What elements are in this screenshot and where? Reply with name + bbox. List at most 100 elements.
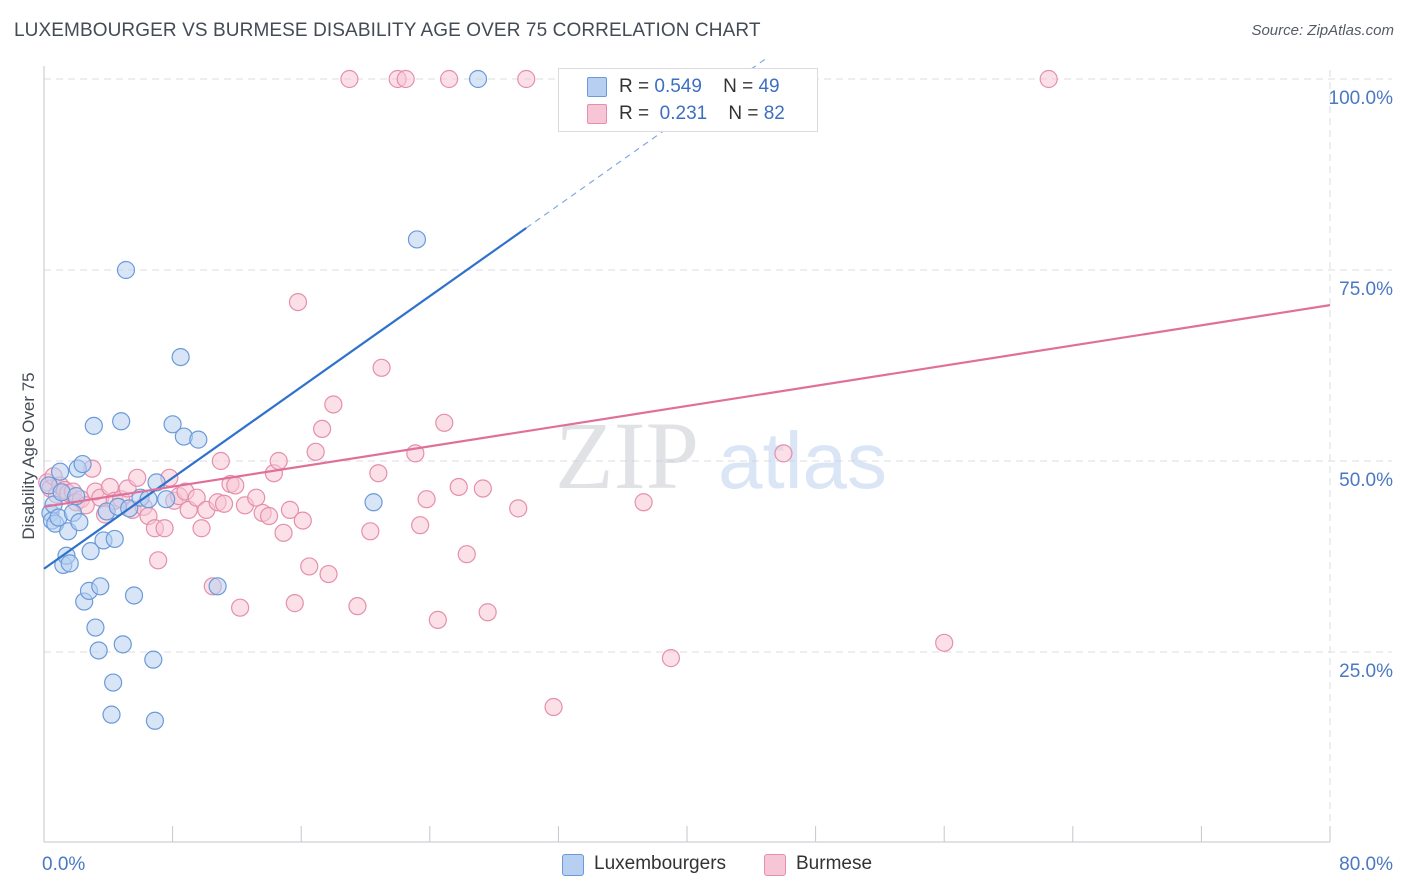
y-tick-label: 100.0% <box>1329 88 1394 109</box>
scatter-point <box>634 493 653 512</box>
scatter-point <box>372 358 391 377</box>
luxembourger-points <box>39 69 488 730</box>
scatter-point <box>407 230 427 249</box>
scatter-point <box>369 464 388 483</box>
scatter-point <box>102 705 121 724</box>
legend-n-label: N = <box>728 103 759 124</box>
scatter-point <box>73 454 92 474</box>
scatter-point <box>189 430 208 449</box>
scatter-point <box>269 451 288 471</box>
scatter-point <box>661 649 681 668</box>
scatter-point <box>50 462 70 481</box>
scatter-point <box>1039 69 1058 89</box>
axes <box>43 66 1331 843</box>
tick-labels: 25.0% 50.0% 75.0% 100.0% 0.0% 80.0% Disability… <box>19 88 1393 875</box>
scatter-point <box>81 542 100 561</box>
scatter-point <box>517 69 536 89</box>
scatter-point <box>113 635 132 654</box>
legend-swatch-burmese <box>764 854 786 876</box>
scatter-point <box>70 513 89 532</box>
scatter-point <box>124 586 144 605</box>
scatter-point <box>509 499 528 518</box>
scatter-point <box>364 493 383 512</box>
y-tick-label: 75.0% <box>1339 279 1393 300</box>
scatter-point <box>473 479 492 498</box>
scatter-point <box>112 412 131 431</box>
scatter-point <box>293 511 312 530</box>
scatter-point <box>312 419 332 439</box>
scatter-point <box>274 523 293 542</box>
scatter-point <box>116 260 136 280</box>
stats-legend: R = 0.549 N = 49 R = 0.231 N = 82 <box>558 68 818 132</box>
scatter-point <box>935 633 954 652</box>
scatter-point <box>774 444 793 463</box>
scatter-point <box>396 69 415 89</box>
scatter-point <box>187 488 206 507</box>
scatter-point <box>60 554 79 573</box>
scatter-point <box>211 451 230 471</box>
scatter-point <box>348 597 367 616</box>
scatter-point <box>428 610 447 630</box>
burmese-points <box>38 69 1058 717</box>
watermark-atlas: atlas <box>718 416 887 505</box>
legend-label-burmese: Burmese <box>796 853 873 874</box>
source-credit: Source: ZipAtlas.com <box>1251 22 1394 39</box>
legend-label-luxembourgers: Luxembourgers <box>594 853 727 874</box>
scatter-point <box>544 697 563 717</box>
watermark: ZIP atlas <box>555 402 887 509</box>
legend-n-value-blue: 49 <box>758 76 780 97</box>
scatter-point <box>145 711 165 730</box>
scatter-point <box>208 577 227 596</box>
legend-r-label: R = <box>619 76 650 97</box>
scatter-point <box>457 545 476 564</box>
scatter-point <box>231 598 250 617</box>
scatter-point <box>128 468 147 487</box>
chart-title: LUXEMBOURGER VS BURMESE DISABILITY AGE O… <box>14 20 761 41</box>
scatter-point <box>91 577 110 596</box>
y-axis-title: Disability Age Over 75 <box>19 372 38 539</box>
scatter-point <box>155 519 174 538</box>
scatter-point <box>84 416 103 435</box>
legend-swatch-luxembourgers <box>562 854 584 876</box>
scatter-point <box>157 490 176 509</box>
scatter-point <box>214 494 234 513</box>
scatter-point <box>435 413 454 432</box>
trend-line-luxembourgers <box>43 227 527 570</box>
y-tick-label: 50.0% <box>1339 470 1393 491</box>
scatter-point <box>144 650 163 669</box>
scatter-point <box>163 415 182 434</box>
legend-swatch-pink <box>587 104 607 124</box>
legend-r-value-blue: 0.549 <box>654 76 702 97</box>
scatter-point <box>340 69 359 89</box>
scatter-point <box>449 477 468 497</box>
scatter-point <box>192 519 211 538</box>
scatter-point <box>288 292 308 312</box>
scatter-point <box>300 557 319 576</box>
scatter-point <box>411 516 430 535</box>
scatter-point <box>171 347 190 367</box>
trend-line-burmese <box>43 304 1331 508</box>
scatter-point <box>89 641 108 660</box>
scatter-point <box>149 551 168 570</box>
scatter-point <box>280 500 300 519</box>
scatter-point <box>439 69 459 89</box>
x-tick-label: 80.0% <box>1339 854 1393 875</box>
y-tick-label: 25.0% <box>1339 661 1393 682</box>
scatter-point <box>86 618 105 637</box>
legend-r-label: R = <box>619 103 650 124</box>
watermark-zip: ZIP <box>555 402 699 509</box>
scatter-point <box>417 490 436 509</box>
scatter-point <box>285 594 304 613</box>
x-tick-label: 0.0% <box>42 854 85 875</box>
scatter-point <box>319 564 338 584</box>
scatter-point <box>324 395 343 414</box>
scatter-point <box>478 603 497 622</box>
scatter-point <box>104 673 123 692</box>
scatter-point <box>361 522 380 541</box>
scatter-point <box>247 488 266 507</box>
scatter-point <box>306 442 325 461</box>
scatter-point <box>468 69 488 89</box>
scatter-point <box>226 476 245 495</box>
legend-r-value-pink: 0.231 <box>659 103 708 124</box>
